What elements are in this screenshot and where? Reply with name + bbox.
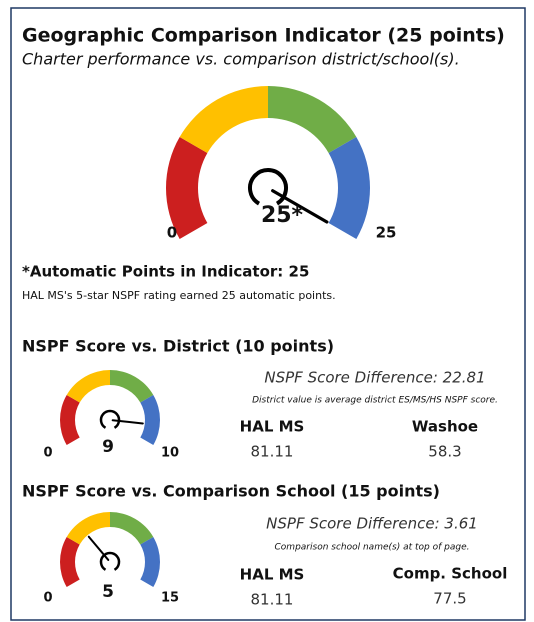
caption: Comparison school name(s) at top of page…	[275, 543, 470, 553]
difference: NSPF Score Difference: 22.81	[264, 369, 485, 387]
column-name: Washoe	[412, 418, 478, 436]
column-value: 81.11	[251, 591, 294, 609]
gauge-min: 0	[167, 224, 177, 242]
difference: NSPF Score Difference: 3.61	[266, 515, 478, 533]
section-title: NSPF Score vs. District (10 points)	[22, 337, 334, 356]
gauge-segment	[110, 370, 154, 403]
section-title: NSPF Score vs. Comparison School (15 poi…	[22, 482, 440, 501]
gauge-segment	[110, 512, 154, 545]
gauge-min: 0	[43, 591, 52, 606]
needle	[87, 535, 110, 561]
gauge-segment	[268, 86, 357, 153]
column-value: 81.11	[251, 443, 294, 461]
gauge-max: 25	[376, 224, 397, 242]
gauge-segment	[166, 137, 208, 239]
gauge-segment	[140, 395, 160, 445]
note-title: *Automatic Points in Indicator: 25	[22, 263, 309, 281]
gauge-max: 15	[161, 591, 179, 606]
gauge-segment	[328, 137, 370, 239]
subtitle: Charter performance vs. comparison distr…	[22, 50, 460, 69]
gauge-segment	[66, 370, 110, 403]
needle	[271, 189, 329, 224]
note-text: HAL MS's 5-star NSPF rating earned 25 au…	[22, 289, 336, 302]
column-value: 77.5	[433, 590, 466, 608]
gauge-segment	[60, 395, 80, 445]
caption: District value is average district ES/MS…	[252, 396, 498, 406]
title: Geographic Comparison Indicator (25 poin…	[22, 25, 505, 47]
gauge-segment	[179, 86, 268, 153]
gauge-segment	[60, 537, 80, 587]
needle	[111, 419, 144, 425]
gauge-segment	[140, 537, 160, 587]
gauge-value: 25*	[261, 203, 304, 228]
column-name: Comp. School	[393, 565, 508, 583]
gauge-value: 9	[102, 437, 114, 457]
gauge-max: 10	[161, 446, 179, 461]
column-name: HAL MS	[240, 418, 305, 436]
needle-hub	[99, 409, 121, 429]
needle-hub	[248, 168, 288, 206]
gauge-segment	[66, 512, 110, 545]
column-name: HAL MS	[240, 566, 305, 584]
column-value: 58.3	[428, 443, 461, 461]
gauge-value: 5	[102, 582, 114, 602]
needle-hub	[99, 551, 121, 571]
gauge-min: 0	[43, 446, 52, 461]
